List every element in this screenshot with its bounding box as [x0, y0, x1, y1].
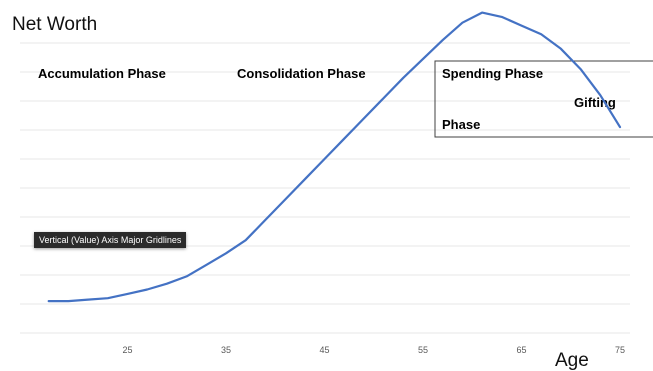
- spending-phase-box[interactable]: [434, 60, 653, 138]
- x-tick-label: 45: [319, 345, 329, 355]
- phase-label-consolidation[interactable]: Consolidation Phase: [237, 66, 366, 81]
- phase-label-phase[interactable]: Phase: [442, 117, 480, 132]
- x-axis-title[interactable]: Age: [555, 350, 589, 371]
- phase-label-accumulation[interactable]: Accumulation Phase: [38, 66, 166, 81]
- x-tick-label: 35: [221, 345, 231, 355]
- x-tick-label: 75: [615, 345, 625, 355]
- series-group: [47, 11, 622, 303]
- x-tick-labels: 25 35 45 55 65 75: [122, 345, 625, 355]
- phase-label-gifting[interactable]: Gifting: [574, 95, 616, 110]
- x-tick-label: 65: [516, 345, 526, 355]
- gridlines-tooltip: Vertical (Value) Axis Major Gridlines: [34, 232, 187, 248]
- x-tick-label: 25: [122, 345, 132, 355]
- phase-label-spending[interactable]: Spending Phase: [442, 66, 543, 81]
- net-worth-line[interactable]: [47, 11, 622, 303]
- gridlines[interactable]: [20, 42, 630, 334]
- x-tick-label: 55: [418, 345, 428, 355]
- chart-title[interactable]: Net Worth: [12, 14, 97, 35]
